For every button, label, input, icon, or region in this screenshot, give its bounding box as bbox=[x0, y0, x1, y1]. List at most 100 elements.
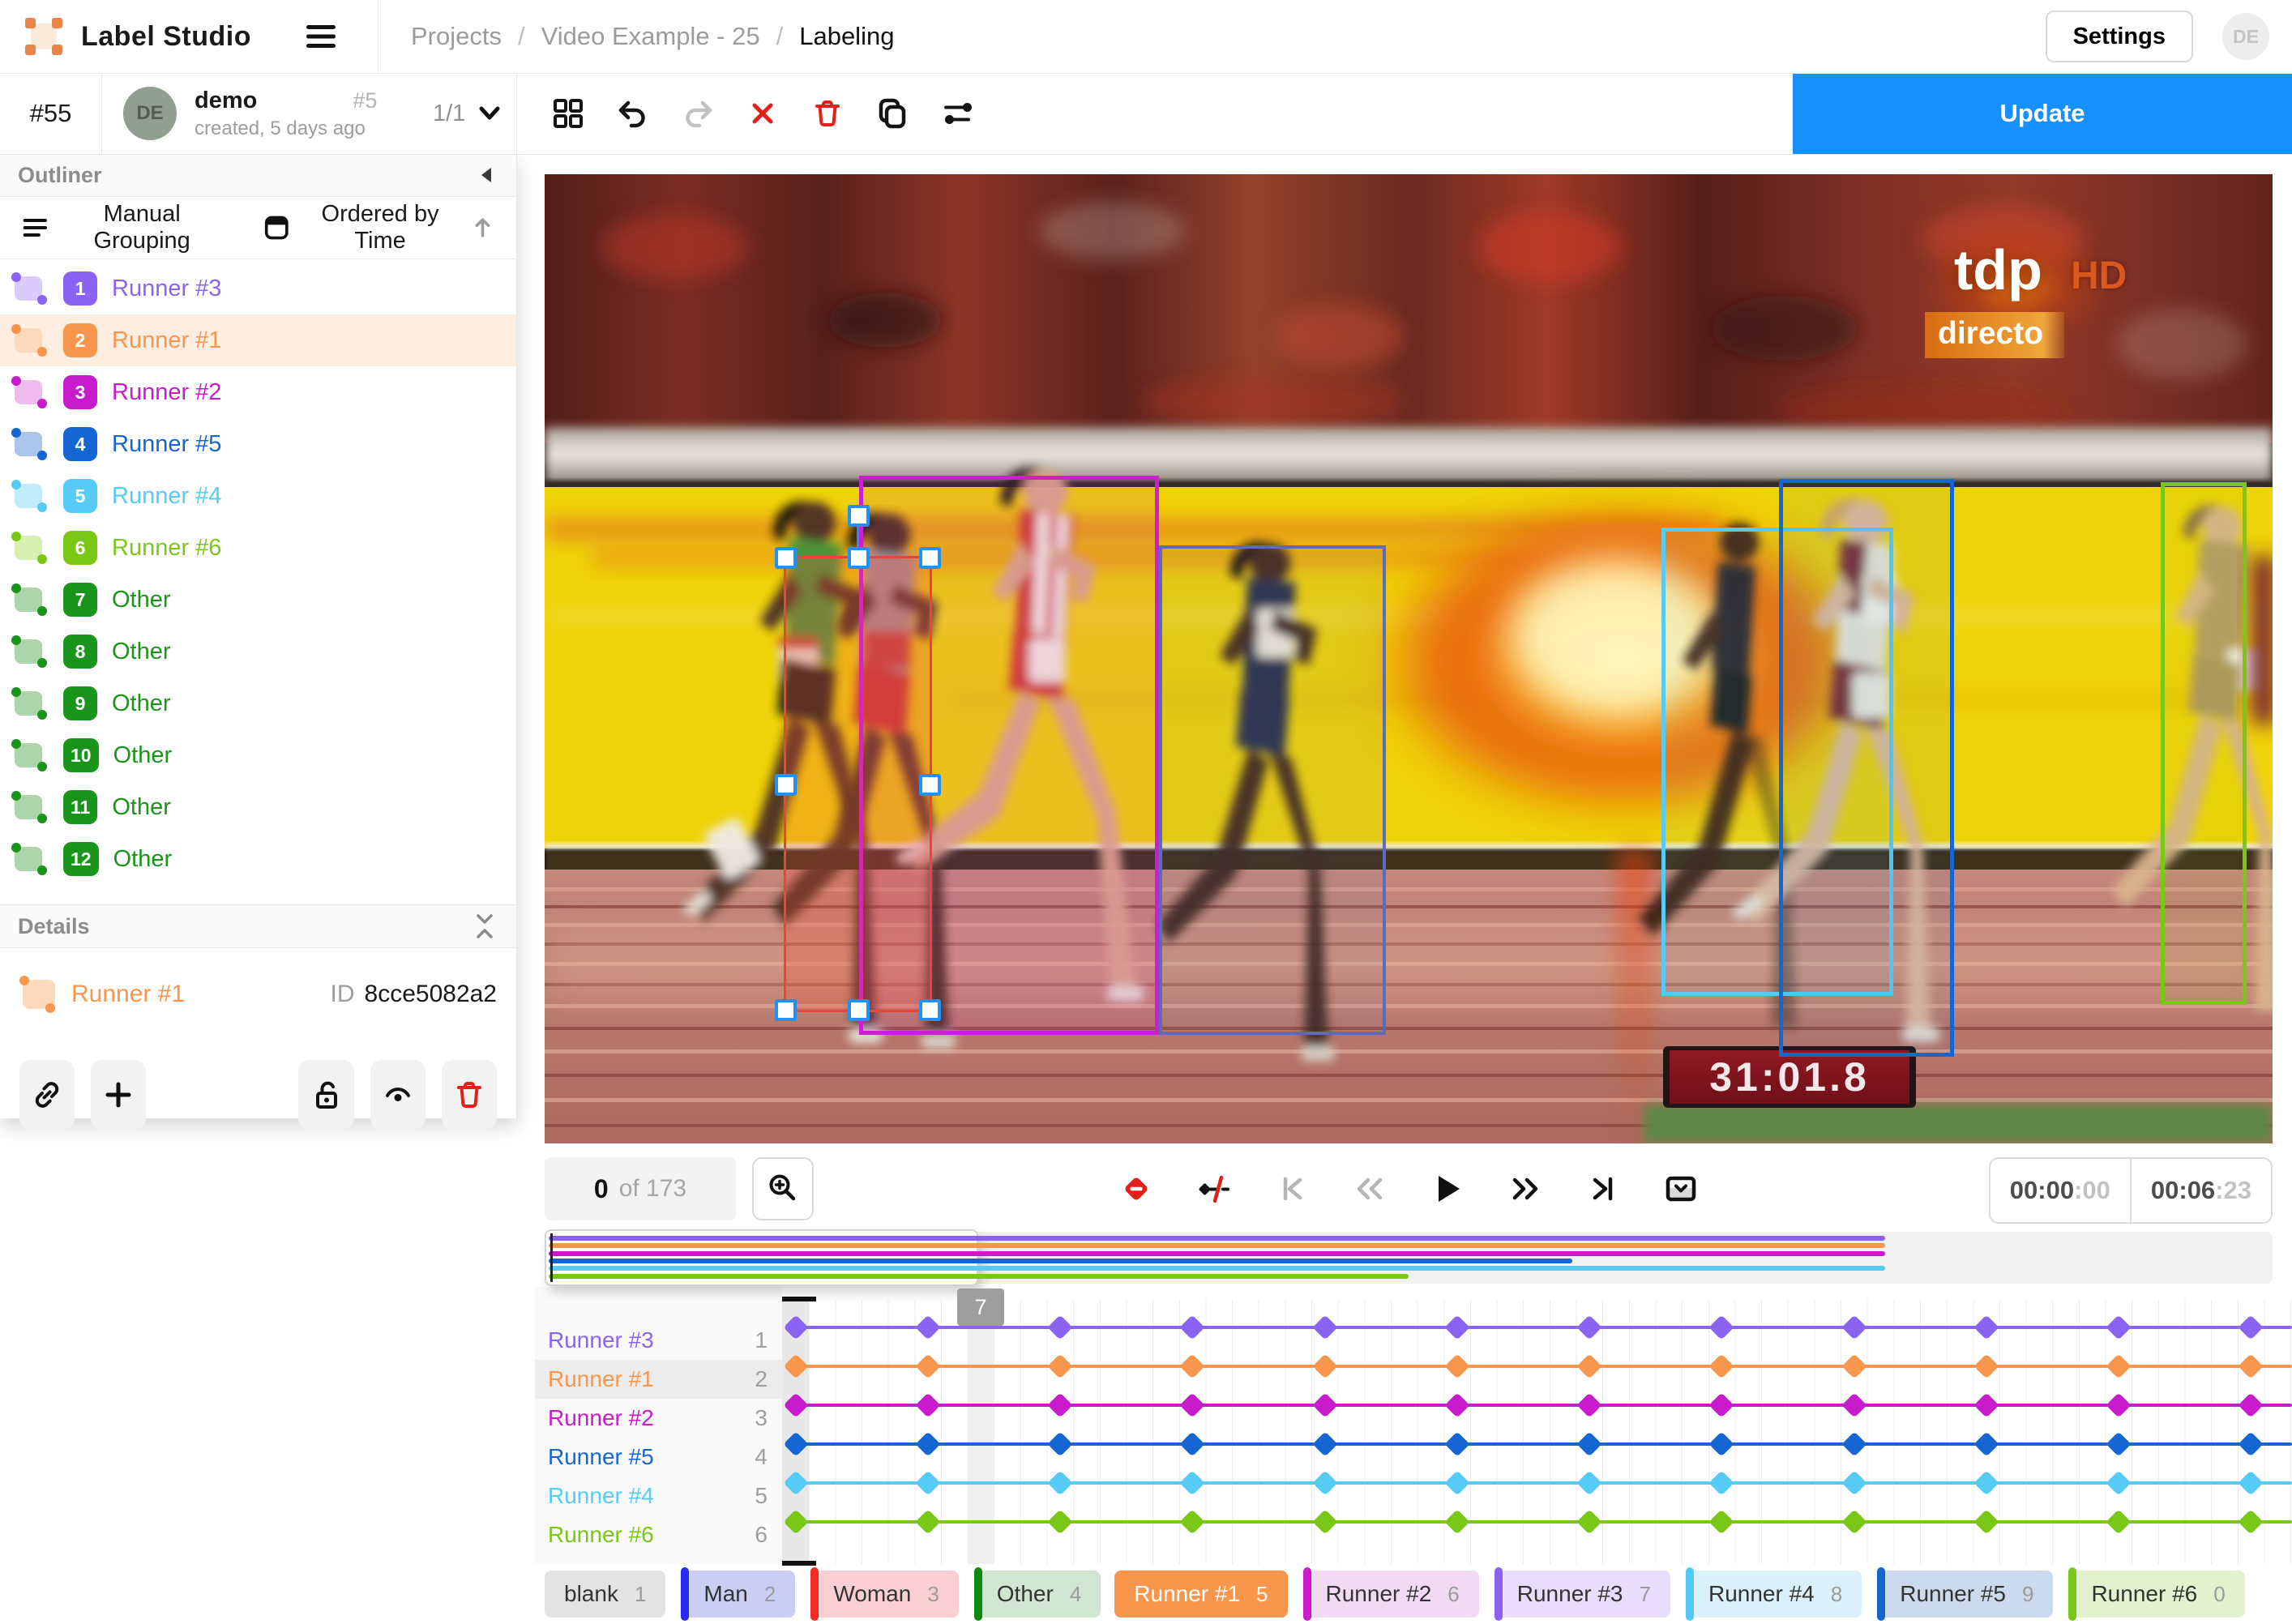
outliner-region-row[interactable]: 10 Other bbox=[0, 729, 516, 781]
keyframe-marker[interactable] bbox=[1841, 1431, 1867, 1457]
keyframe-marker[interactable] bbox=[1311, 1314, 1338, 1340]
keyframe-marker[interactable] bbox=[1973, 1431, 1999, 1457]
toggle-keyframe-button[interactable] bbox=[1187, 1162, 1241, 1216]
keyframe-marker[interactable] bbox=[2106, 1314, 2132, 1340]
keyframe-marker[interactable] bbox=[1179, 1353, 1205, 1379]
label-chip[interactable]: blank 1 bbox=[545, 1571, 666, 1618]
outliner-collapse-button[interactable] bbox=[474, 162, 498, 188]
frame-counter[interactable]: 0 of 173 bbox=[545, 1157, 736, 1220]
keyframe-marker[interactable] bbox=[2238, 1470, 2264, 1496]
keyframe-marker[interactable] bbox=[2238, 1314, 2264, 1340]
update-button[interactable]: Update bbox=[1793, 73, 2292, 154]
next-keyframe-button[interactable] bbox=[1499, 1162, 1552, 1216]
zoom-button[interactable] bbox=[752, 1157, 814, 1220]
resize-handle-ml[interactable] bbox=[775, 773, 797, 796]
keyframe-marker[interactable] bbox=[915, 1353, 941, 1379]
time-start-field[interactable]: 00:00:00 bbox=[2009, 1176, 2110, 1204]
video-canvas[interactable]: tdp HD directo 31:01.8 bbox=[545, 174, 2273, 1143]
breadcrumb-project-name[interactable]: Video Example - 25 bbox=[541, 22, 760, 50]
keyframe-marker[interactable] bbox=[1973, 1392, 1999, 1418]
keyframe-marker[interactable] bbox=[915, 1509, 941, 1535]
visibility-button[interactable] bbox=[370, 1060, 425, 1130]
outliner-region-row[interactable]: 11 Other bbox=[0, 781, 516, 833]
keyframe-marker[interactable] bbox=[1444, 1509, 1470, 1535]
outliner-region-row[interactable]: 3 Runner #2 bbox=[0, 366, 516, 418]
ordering-button[interactable]: Ordered by Time bbox=[254, 201, 503, 254]
time-end-field[interactable]: 00:06:23 bbox=[2129, 1159, 2271, 1222]
keyframe-marker[interactable] bbox=[2238, 1431, 2264, 1457]
delete-region-button[interactable] bbox=[441, 1060, 498, 1130]
keyframe-marker[interactable] bbox=[2238, 1392, 2264, 1418]
resize-handle-tl[interactable] bbox=[775, 547, 797, 569]
resize-handle-bm[interactable] bbox=[847, 999, 870, 1021]
keyframe-marker[interactable] bbox=[1973, 1353, 1999, 1379]
keyframe-marker[interactable] bbox=[2238, 1509, 2264, 1535]
keyframe-marker[interactable] bbox=[1708, 1314, 1734, 1340]
delete-annotation-button[interactable] bbox=[801, 87, 854, 140]
link-region-button[interactable] bbox=[19, 1060, 75, 1130]
region-box-runner-1[interactable] bbox=[775, 505, 941, 1021]
user-avatar[interactable]: DE bbox=[2222, 13, 2269, 60]
keyframe-marker[interactable] bbox=[1973, 1470, 1999, 1496]
keyframe-marker[interactable] bbox=[1444, 1353, 1470, 1379]
add-relation-button[interactable] bbox=[91, 1060, 147, 1130]
keyframe-marker[interactable] bbox=[1841, 1509, 1867, 1535]
keyframe-marker[interactable] bbox=[1179, 1509, 1205, 1535]
label-chip[interactable]: Runner #3 7 bbox=[1494, 1567, 1670, 1621]
keyframe-marker[interactable] bbox=[1576, 1509, 1602, 1535]
resize-handle-br[interactable] bbox=[919, 999, 941, 1021]
region-box-runner-6[interactable] bbox=[2161, 482, 2247, 1005]
minimap-playhead[interactable] bbox=[550, 1233, 553, 1282]
timeline-track-name-row[interactable]: Runner #2 3 bbox=[535, 1399, 782, 1438]
keyframe-marker[interactable] bbox=[1311, 1353, 1338, 1379]
play-button[interactable] bbox=[1421, 1162, 1474, 1216]
undo-button[interactable] bbox=[606, 87, 660, 140]
resize-handle-mr[interactable] bbox=[919, 773, 941, 796]
grid-view-button[interactable] bbox=[541, 87, 595, 140]
keyframe-marker[interactable] bbox=[1179, 1470, 1205, 1496]
redo-button[interactable] bbox=[671, 87, 725, 140]
keyframe-marker[interactable] bbox=[1708, 1470, 1734, 1496]
region-box-runner-4[interactable] bbox=[1661, 528, 1893, 996]
keyframe-marker[interactable] bbox=[1311, 1392, 1338, 1418]
keyframe-marker[interactable] bbox=[1444, 1392, 1470, 1418]
keyframe-marker[interactable] bbox=[2106, 1431, 2132, 1457]
keyframe-marker[interactable] bbox=[1973, 1314, 1999, 1340]
outliner-region-row[interactable]: 1 Runner #3 bbox=[0, 263, 516, 314]
region-box-runner-2[interactable] bbox=[859, 476, 1159, 1035]
keyframe-marker[interactable] bbox=[2106, 1392, 2132, 1418]
annotator-info[interactable]: DE demo #5 created, 5 days ago bbox=[123, 73, 377, 154]
frames-options-button[interactable] bbox=[1654, 1162, 1708, 1216]
keyframe-marker[interactable] bbox=[1444, 1431, 1470, 1457]
breadcrumb-projects[interactable]: Projects bbox=[411, 22, 502, 50]
relations-button[interactable] bbox=[930, 87, 984, 140]
skip-to-end-button[interactable] bbox=[1576, 1162, 1630, 1216]
region-box-runner-3[interactable] bbox=[1159, 545, 1386, 1035]
keyframe-marker[interactable] bbox=[915, 1431, 941, 1457]
settings-button[interactable]: Settings bbox=[2045, 11, 2193, 62]
outliner-region-row[interactable]: 12 Other bbox=[0, 833, 516, 885]
keyframe-marker[interactable] bbox=[1708, 1392, 1734, 1418]
keyframe-marker[interactable] bbox=[1047, 1470, 1073, 1496]
details-collapse-button[interactable] bbox=[471, 909, 498, 943]
keyframe-marker[interactable] bbox=[915, 1470, 941, 1496]
timeline-track-name-row[interactable]: Runner #6 6 bbox=[535, 1515, 782, 1554]
keyframe-marker[interactable] bbox=[2106, 1509, 2132, 1535]
keyframe-marker[interactable] bbox=[1841, 1470, 1867, 1496]
timeline-track-name-row[interactable]: Runner #3 1 bbox=[535, 1321, 782, 1360]
keyframe-marker[interactable] bbox=[2238, 1353, 2264, 1379]
timeline-grid[interactable]: 7 bbox=[782, 1289, 2292, 1566]
keyframe-marker[interactable] bbox=[1708, 1509, 1734, 1535]
label-chip[interactable]: Other 4 bbox=[973, 1567, 1101, 1621]
keyframe-marker[interactable] bbox=[915, 1314, 941, 1340]
timeline-minimap[interactable] bbox=[545, 1229, 2273, 1286]
timeline-track-name-row[interactable]: Runner #1 2 bbox=[535, 1360, 782, 1399]
label-chip[interactable]: Runner #1 5 bbox=[1114, 1571, 1288, 1618]
region-box-runner-5[interactable] bbox=[1779, 479, 1954, 1057]
keyframe-marker[interactable] bbox=[2106, 1470, 2132, 1496]
keyframe-marker[interactable] bbox=[915, 1392, 941, 1418]
label-chip[interactable]: Runner #2 6 bbox=[1302, 1567, 1479, 1621]
remove-annotation-button[interactable] bbox=[736, 87, 789, 140]
keyframe-marker[interactable] bbox=[1841, 1314, 1867, 1340]
label-chip[interactable]: Runner #4 8 bbox=[1685, 1567, 1862, 1621]
